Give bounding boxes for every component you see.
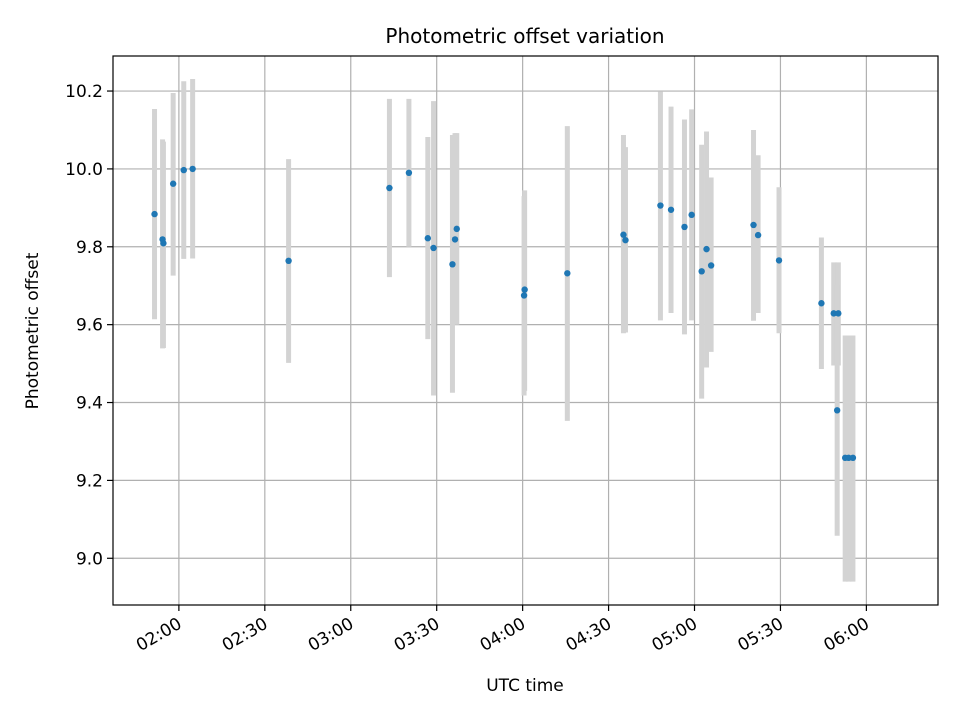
x-axis-label: UTC time (486, 676, 564, 696)
data-point (775, 257, 783, 264)
y-tick-label: 9.6 (76, 316, 103, 336)
data-point (667, 206, 675, 213)
data-point (180, 166, 187, 174)
data-point (754, 231, 762, 239)
data-point (189, 165, 196, 173)
data-point (707, 262, 715, 269)
data-point (688, 211, 695, 219)
data-point (451, 236, 459, 243)
data-point (151, 210, 158, 218)
data-point (285, 257, 292, 265)
data-point (703, 245, 710, 253)
data-point (833, 407, 841, 414)
data-point (424, 235, 432, 242)
data-point (750, 221, 757, 229)
data-point (521, 286, 528, 293)
y-axis-label: Photometric offset (23, 252, 43, 409)
data-point (835, 310, 842, 317)
chart-title: Photometric offset variation (385, 24, 664, 48)
data-point (620, 231, 627, 238)
data-point (169, 180, 177, 187)
data-point (818, 300, 825, 307)
data-point (830, 310, 837, 317)
data-point (622, 236, 629, 244)
data-point (657, 202, 664, 209)
data-point (160, 240, 167, 247)
y-tick-label: 9.4 (76, 394, 103, 414)
data-point (405, 169, 413, 177)
point-layer (151, 165, 857, 462)
plot-frame (112, 55, 939, 606)
y-tick-label: 9.8 (76, 238, 103, 258)
y-tick-label: 10.0 (65, 160, 103, 180)
y-tick-label: 9.2 (76, 471, 103, 491)
data-point (698, 268, 705, 275)
y-tick-label: 10.2 (65, 82, 103, 102)
data-point (449, 261, 456, 268)
data-point (681, 223, 688, 231)
data-point (386, 184, 393, 192)
y-tick-label: 9.0 (76, 549, 103, 569)
data-point (430, 244, 437, 252)
data-point (453, 225, 460, 233)
data-point (520, 292, 528, 299)
data-point (849, 454, 857, 462)
data-point (564, 270, 571, 277)
